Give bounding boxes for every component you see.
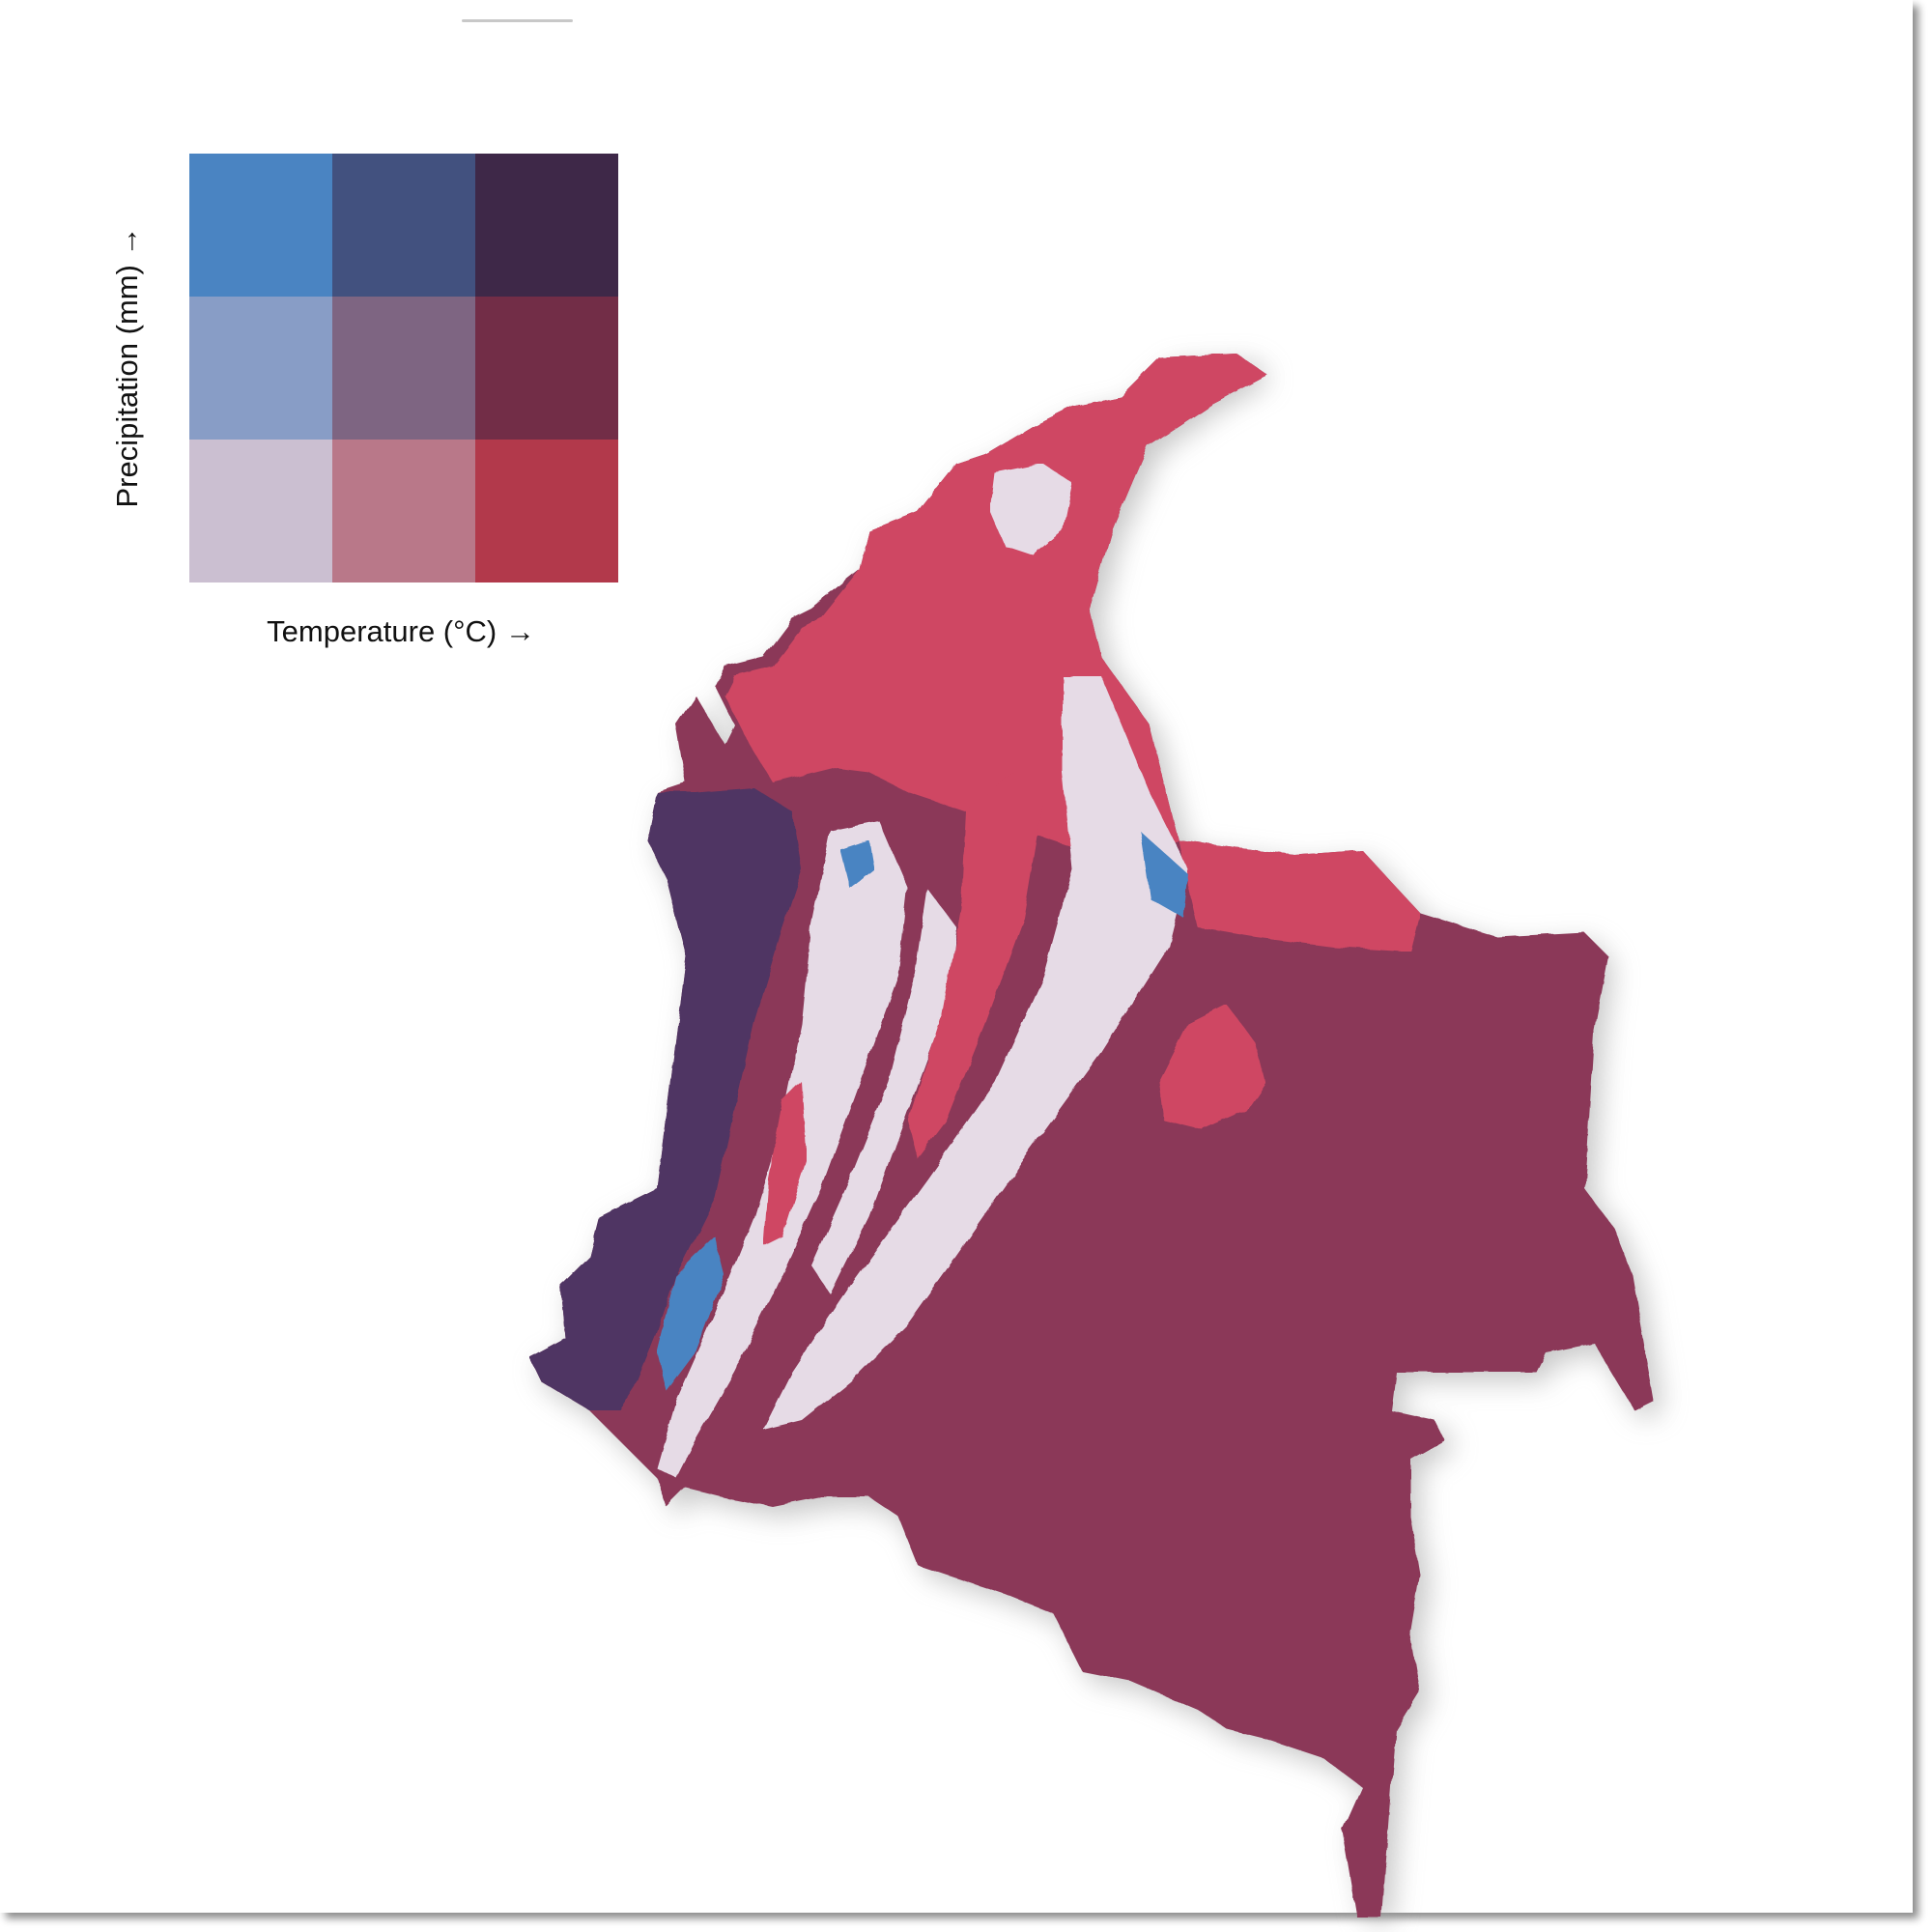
bivariate-legend: [189, 154, 618, 582]
legend-cell-high-precip-low-temp: [189, 154, 332, 297]
region-andes-east: [763, 676, 1188, 1430]
region-andes-wet-3: [840, 840, 874, 889]
legend-x-axis-label: Temperature (°C) →: [267, 614, 535, 648]
legend-cell-high-precip-high-temp: [475, 154, 618, 297]
region-magdalena-valley: [908, 773, 1043, 1159]
legend-cell-mid-precip-mid-temp: [332, 297, 475, 440]
region-pacific: [529, 787, 802, 1410]
region-andes-wet-2: [657, 1236, 724, 1391]
legend-cell-mid-precip-high-temp: [475, 297, 618, 440]
legend-y-axis-label: Precipitation (mm) →: [110, 226, 144, 508]
region-sierra-nevada: [990, 464, 1072, 555]
region-caribbean: [724, 354, 1267, 860]
legend-cell-high-precip-mid-temp: [332, 154, 475, 297]
legend-cell-low-precip-low-temp: [189, 440, 332, 582]
legend-cell-low-precip-mid-temp: [332, 440, 475, 582]
region-llanos-spot: [1159, 1005, 1265, 1130]
region-andes-wet-1: [1140, 831, 1188, 918]
legend-cell-mid-precip-low-temp: [189, 297, 332, 440]
region-cauca-valley: [763, 1082, 807, 1246]
region-llanos-north: [1179, 840, 1420, 952]
top-artifact-line: [462, 19, 573, 22]
legend-cell-low-precip-high-temp: [475, 440, 618, 582]
region-andes-central: [811, 889, 956, 1294]
